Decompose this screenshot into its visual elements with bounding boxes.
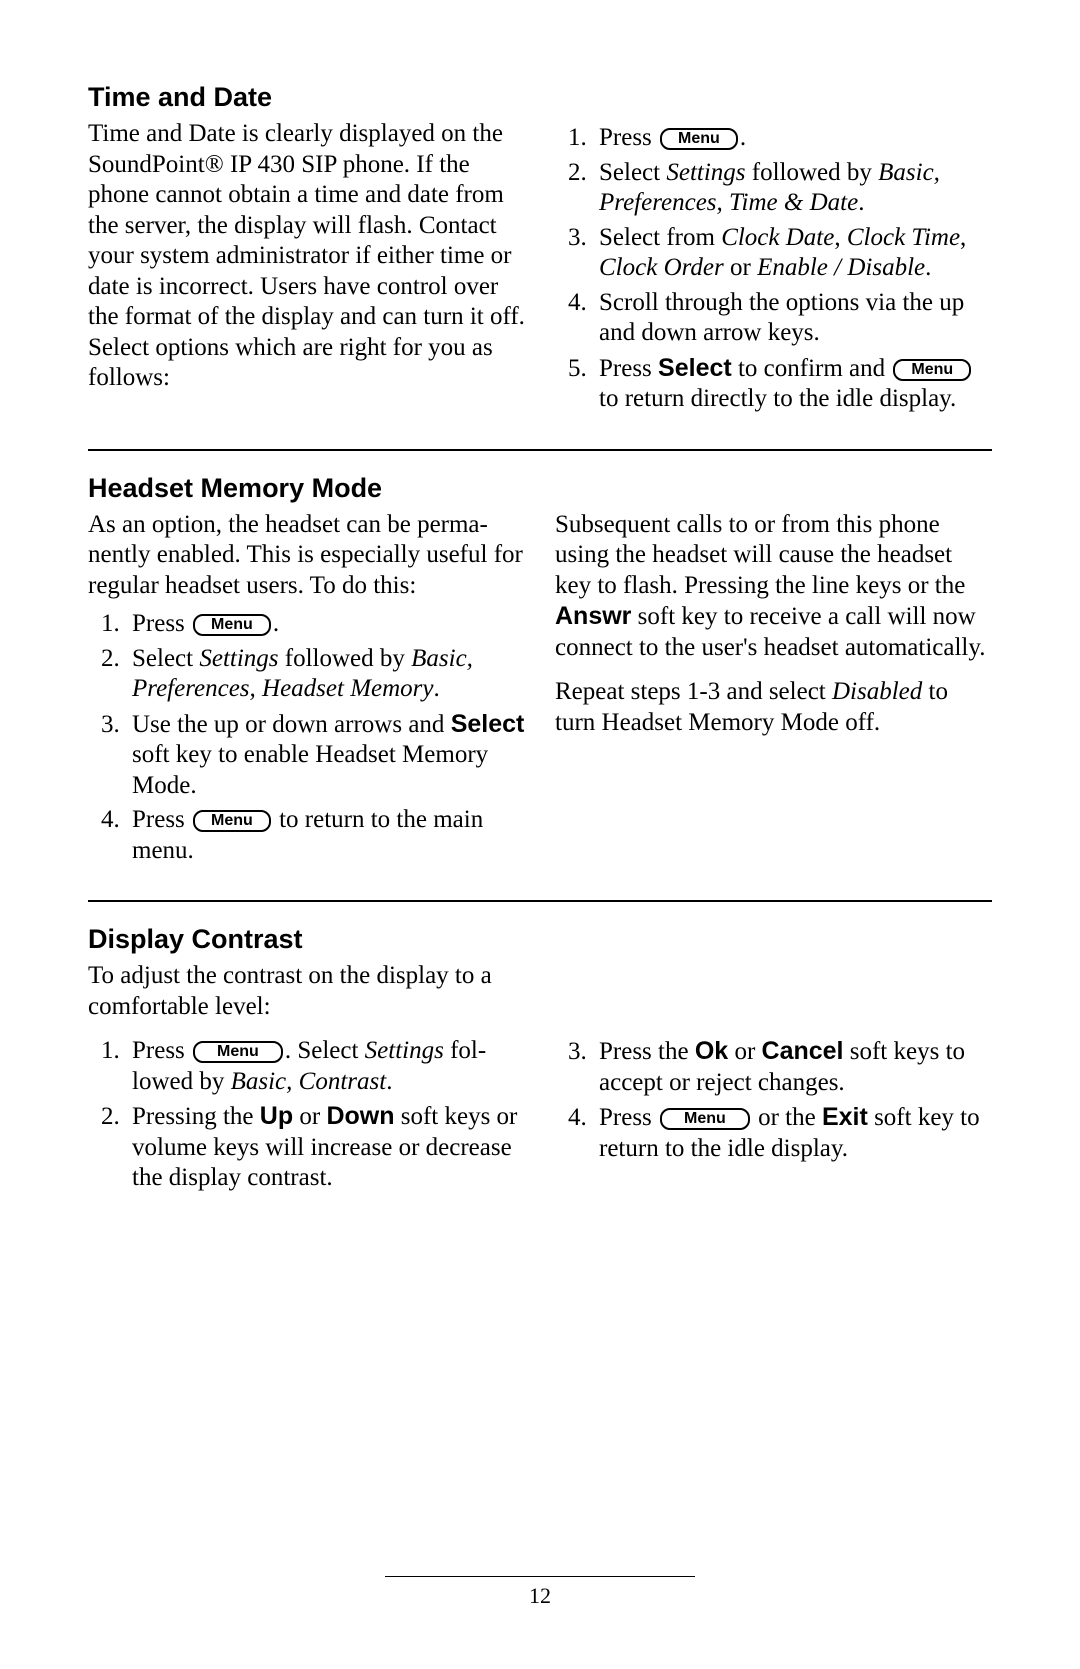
headset-para2: Subsequent calls to or from this phone u…: [555, 510, 992, 664]
headset-intro: As an option, the headset can be perma­n…: [88, 510, 525, 602]
heading-time-and-date: Time and Date: [88, 82, 992, 113]
time-and-date-col-left: Time and Date is clearly displayed on th…: [88, 119, 525, 419]
text: Press: [132, 806, 191, 833]
italic-text: Enable / Disable: [757, 254, 925, 281]
text: Select from: [599, 224, 721, 251]
bold-text: Exit: [822, 1103, 868, 1131]
italic-text: Settings: [365, 1037, 444, 1064]
list-item: Press Select to confirm and Menu to retu…: [593, 353, 992, 415]
text: or: [724, 254, 757, 281]
italic-text: Settings: [666, 159, 745, 186]
menu-key-icon: Menu: [660, 1108, 750, 1130]
italic-text: Basic, Contrast: [231, 1068, 387, 1095]
text: or: [293, 1103, 326, 1130]
text: Press: [599, 1104, 658, 1131]
headset-para3: Repeat steps 1-3 and select Disabled to …: [555, 677, 992, 738]
time-and-date-intro: Time and Date is clearly displayed on th…: [88, 119, 525, 394]
time-and-date-columns: Time and Date is clearly displayed on th…: [88, 119, 992, 419]
text: .: [740, 124, 746, 151]
bold-text: Select: [451, 710, 525, 738]
text: .: [434, 675, 440, 702]
list-item: Pressing the Up or Down soft keys or vol…: [126, 1101, 525, 1194]
text: to confirm and: [732, 355, 892, 382]
text: Use the up or down arrows and: [132, 711, 451, 738]
text: Press: [599, 355, 658, 382]
list-item: Press Menu to return to the main menu.: [126, 805, 525, 866]
divider: [88, 900, 992, 902]
heading-display-contrast: Display Contrast: [88, 924, 992, 955]
headset-columns: As an option, the headset can be perma­n…: [88, 510, 992, 871]
headset-col-right: Subsequent calls to or from this phone u…: [555, 510, 992, 871]
text: .: [925, 254, 931, 281]
bold-text: Cancel: [762, 1037, 844, 1065]
text: followed by: [746, 159, 879, 186]
headset-steps: Press Menu. Select Settings followed by …: [88, 609, 525, 866]
headset-col-left: As an option, the headset can be perma­n…: [88, 510, 525, 871]
text: Press: [599, 124, 658, 151]
text: soft key to enable Headset Memory Mode.: [132, 741, 488, 799]
time-and-date-steps: Press Menu. Select Settings followed by …: [555, 123, 992, 415]
bold-text: Ok: [695, 1037, 728, 1065]
divider: [88, 449, 992, 451]
list-item: Select Settings followed by Basic, Prefe…: [593, 158, 992, 219]
text: Repeat steps 1-3 and select: [555, 678, 832, 705]
text: ,: [960, 224, 966, 251]
bold-text: Up: [260, 1102, 293, 1130]
contrast-steps-left: Press Menu. Select Settings fol­lowed by…: [88, 1036, 525, 1194]
contrast-intro: To adjust the contrast on the display to…: [88, 961, 528, 1022]
italic-text: Clock Order: [599, 254, 724, 281]
italic-text: Clock Time: [847, 224, 960, 251]
page-footer: 12: [0, 1576, 1080, 1609]
text: ,: [834, 224, 847, 251]
text: Select: [599, 159, 666, 186]
menu-key-icon: Menu: [193, 1041, 283, 1063]
bold-text: Down: [326, 1102, 394, 1130]
list-item: Use the up or down arrows and Select sof…: [126, 709, 525, 802]
text: Select: [132, 645, 199, 672]
page-number: 12: [529, 1583, 551, 1608]
text: Press: [132, 1037, 191, 1064]
text: Subsequent calls to or from this phone u…: [555, 511, 965, 599]
text: Pressing the: [132, 1103, 260, 1130]
contrast-columns: Press Menu. Select Settings fol­lowed by…: [88, 1032, 992, 1198]
footer-rule: [385, 1576, 695, 1577]
italic-text: Settings: [199, 645, 278, 672]
list-item: Select from Clock Date, Clock Time, Cloc…: [593, 223, 992, 284]
text: or: [728, 1038, 761, 1065]
bold-text: Select: [658, 354, 732, 382]
menu-key-icon: Menu: [660, 128, 738, 150]
text: to return directly to the idle display.: [599, 385, 956, 412]
contrast-steps-right: Press the Ok or Cancel soft keys to acce…: [555, 1036, 992, 1164]
text: or the: [752, 1104, 822, 1131]
text: . Select: [285, 1037, 365, 1064]
list-item: Press the Ok or Cancel soft keys to acce…: [593, 1036, 992, 1098]
text: .: [858, 189, 864, 216]
menu-key-icon: Menu: [193, 810, 271, 832]
text: followed by: [279, 645, 412, 672]
heading-headset-memory-mode: Headset Memory Mode: [88, 473, 992, 504]
bold-text: Answr: [555, 602, 631, 630]
list-item: Press Menu or the Exit soft key to retur…: [593, 1102, 992, 1164]
text: .: [273, 610, 279, 637]
list-item: Select Settings followed by Basic, Prefe…: [126, 644, 525, 705]
contrast-col-right: Press the Ok or Cancel soft keys to acce…: [555, 1032, 992, 1198]
italic-text: Disabled: [832, 678, 922, 705]
text: Press the: [599, 1038, 695, 1065]
list-item: Press Menu. Select Settings fol­lowed by…: [126, 1036, 525, 1097]
italic-text: Clock Date: [721, 224, 834, 251]
time-and-date-col-right: Press Menu. Select Settings followed by …: [555, 119, 992, 419]
contrast-col-left: Press Menu. Select Settings fol­lowed by…: [88, 1032, 525, 1198]
list-item: Press Menu.: [126, 609, 525, 640]
menu-key-icon: Menu: [193, 614, 271, 636]
list-item: Scroll through the options via the up an…: [593, 288, 992, 349]
document-page: Time and Date Time and Date is clearly d…: [0, 0, 1080, 1669]
text: .: [386, 1068, 392, 1095]
text: Press: [132, 610, 191, 637]
menu-key-icon: Menu: [893, 359, 971, 381]
list-item: Press Menu.: [593, 123, 992, 154]
